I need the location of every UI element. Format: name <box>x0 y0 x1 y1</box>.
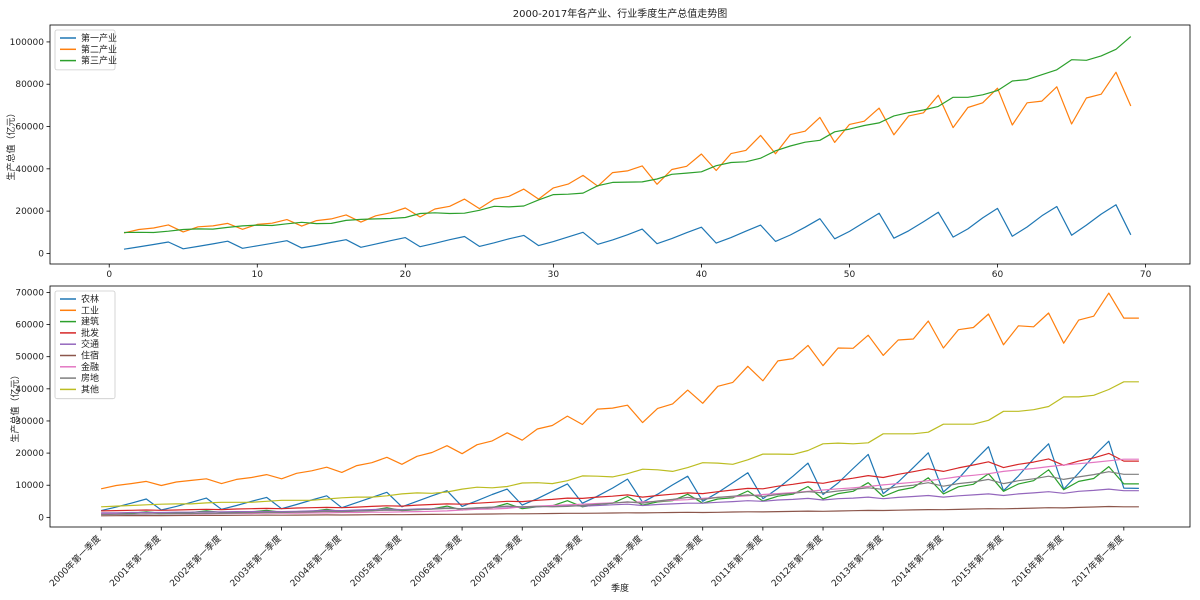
x-tick-label: 2013年第一季度 <box>829 533 886 590</box>
legend-label: 金融 <box>81 361 99 373</box>
series-line-1 <box>123 204 1132 250</box>
legend-label: 住宿 <box>81 350 99 362</box>
x-tick-label: 2014年第一季度 <box>889 533 946 590</box>
x-tick-label: 2000年第一季度 <box>47 533 104 590</box>
y-tick-label: 20000 <box>15 449 44 459</box>
legend-label: 建筑 <box>81 316 99 328</box>
y-tick-label: 10000 <box>15 481 44 491</box>
y-tick-label: 60000 <box>15 321 44 331</box>
plot-frame <box>49 24 1191 265</box>
y-tick-label: 50000 <box>15 353 44 363</box>
y-tick-label: 40000 <box>15 385 44 395</box>
legend-label: 农林 <box>81 293 99 305</box>
chart-bottom-sectors: 2000年第一季度 2001年第一季度 2002年第一季度 2003年第一季度 2004… <box>9 285 1191 594</box>
y-tick-label: 100000 <box>10 38 45 48</box>
series-line-6 <box>101 505 1139 517</box>
x-axis: 0 10 20 30 40 50 60 70 <box>106 264 1152 280</box>
x-tick-label: 30 <box>548 270 560 280</box>
y-tick-label: 70000 <box>15 288 44 298</box>
chart-title: 2000-2017年各产业、行业季度生产总值走势图 <box>513 7 728 20</box>
x-tick-label: 2005年第一季度 <box>348 533 405 590</box>
x-tick-label: 2006年第一季度 <box>408 533 465 590</box>
series-lines <box>100 292 1139 517</box>
legend-label: 第二产业 <box>81 43 117 55</box>
y-tick-label: 40000 <box>15 165 44 175</box>
legend-label: 批发 <box>81 327 99 339</box>
y-axis: 0 10000 20000 30000 40000 50000 60000 70000 <box>15 288 50 523</box>
x-tick-label: 60 <box>992 270 1004 280</box>
y-axis-label: 生产总值（亿元） <box>9 370 21 442</box>
series-line-4 <box>101 452 1139 512</box>
x-tick-label: 50 <box>844 270 856 280</box>
y-tick-label: 0 <box>38 513 44 523</box>
legend-label: 房地 <box>81 372 99 384</box>
x-tick-label: 10 <box>252 270 264 280</box>
legend-frame <box>54 290 116 400</box>
legend-label: 其他 <box>81 383 99 395</box>
x-axis-label: 季度 <box>611 582 629 594</box>
x-tick-label: 2012年第一季度 <box>769 533 826 590</box>
y-tick-label: 20000 <box>15 207 44 217</box>
legend-label: 交通 <box>81 338 99 350</box>
x-tick-label: 20 <box>400 270 412 280</box>
x-tick-label: 2007年第一季度 <box>468 533 525 590</box>
series-line-2 <box>123 71 1132 234</box>
x-tick-label: 2001年第一季度 <box>107 533 164 590</box>
series-line-9 <box>101 381 1139 508</box>
y-tick-label: 80000 <box>15 80 44 90</box>
series-line-2 <box>100 292 1139 490</box>
y-tick-label: 60000 <box>15 123 44 133</box>
x-tick-label: 70 <box>1140 270 1152 280</box>
y-tick-label: 30000 <box>15 417 44 427</box>
series-line-3 <box>123 36 1132 234</box>
plot-frame <box>49 285 1191 528</box>
x-tick-label: 40 <box>696 270 708 280</box>
x-tick-label: 2002年第一季度 <box>167 533 224 590</box>
x-tick-label: 2010年第一季度 <box>648 533 705 590</box>
series-line-1 <box>100 440 1139 512</box>
x-tick-label: 2008年第一季度 <box>528 533 585 590</box>
x-tick-label: 2003年第一季度 <box>227 533 284 590</box>
legend-label: 工业 <box>81 305 99 316</box>
x-tick-label: 2004年第一季度 <box>287 533 344 590</box>
y-axis: 0 20000 40000 60000 80000 100000 <box>10 38 50 259</box>
x-axis: 2000年第一季度 2001年第一季度 2002年第一季度 2003年第一季度 2004… <box>47 527 1126 589</box>
series-line-5 <box>101 488 1139 514</box>
y-tick-label: 0 <box>38 249 44 259</box>
legend-label: 第三产业 <box>81 55 117 67</box>
x-tick-label: 2009年第一季度 <box>588 533 645 590</box>
x-tick-label: 2017年第一季度 <box>1069 533 1126 590</box>
series-lines <box>123 36 1132 250</box>
series-line-7 <box>101 458 1139 515</box>
x-tick-label: 2011年第一季度 <box>708 533 765 590</box>
x-tick-label: 0 <box>106 270 112 280</box>
chart-top-industries: 2000-2017年各产业、行业季度生产总值走势图 0 10 20 30 40 50 60 7… <box>5 7 1191 280</box>
y-axis-label: 生产总值（亿元） <box>5 108 17 180</box>
x-tick-label: 2016年第一季度 <box>1009 533 1066 590</box>
series-line-8 <box>101 471 1139 516</box>
legend-label: 第一产业 <box>81 32 117 44</box>
x-tick-label: 2015年第一季度 <box>949 533 1006 590</box>
